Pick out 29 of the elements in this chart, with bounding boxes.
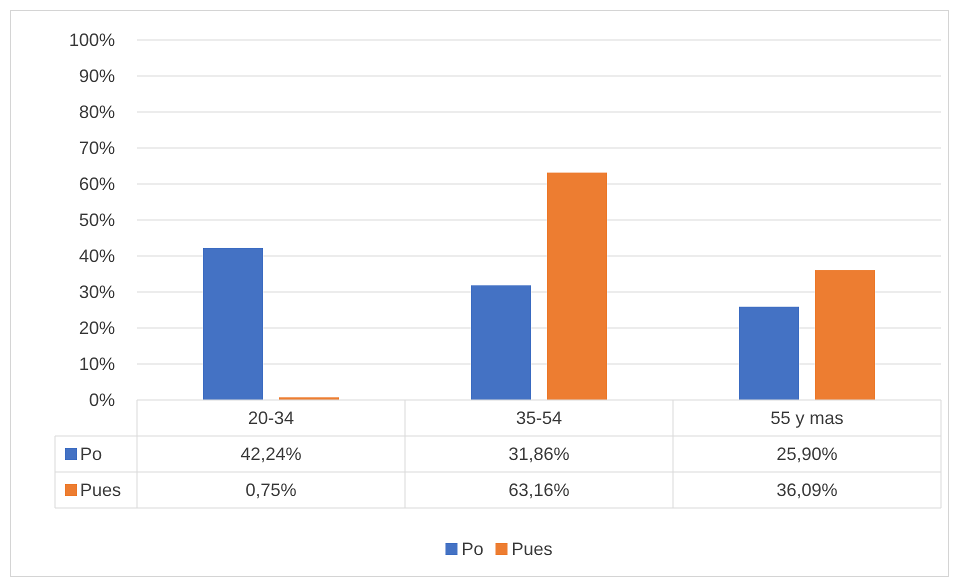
y-tick-label: 100% <box>68 30 115 50</box>
legend-label: Po <box>80 444 102 464</box>
bar <box>547 172 607 400</box>
y-tick-label: 50% <box>78 210 115 230</box>
bar <box>739 306 799 400</box>
y-tick-label: 70% <box>78 138 115 158</box>
data-label: 25,90% <box>776 444 838 464</box>
x-tick-label: 35-54 <box>516 408 562 428</box>
y-tick-label: 30% <box>78 282 115 302</box>
text: Pues <box>80 480 122 500</box>
x-tick-label: 20-34 <box>248 408 294 428</box>
data-label: 42,24% <box>240 444 302 464</box>
y-tick-label: 0% <box>88 390 115 410</box>
data-label: 31,86% <box>508 444 570 464</box>
y-tick-label: 90% <box>78 66 115 86</box>
legend-label: Pues <box>512 539 553 559</box>
bar <box>203 248 263 400</box>
y-tick-label: 80% <box>78 102 115 122</box>
bar <box>471 285 531 400</box>
data-label: 0,75% <box>245 480 297 500</box>
text: Po <box>461 539 484 559</box>
y-tick-label: 20% <box>78 318 115 338</box>
y-tick-label: 10% <box>78 354 115 374</box>
data-label: 36,09% <box>776 480 838 500</box>
y-tick-label: 60% <box>78 174 115 194</box>
y-tick-label: 40% <box>78 246 115 266</box>
bar <box>815 270 875 400</box>
data-label: 63,16% <box>508 480 570 500</box>
x-tick-label: 55 y mas <box>770 408 844 428</box>
